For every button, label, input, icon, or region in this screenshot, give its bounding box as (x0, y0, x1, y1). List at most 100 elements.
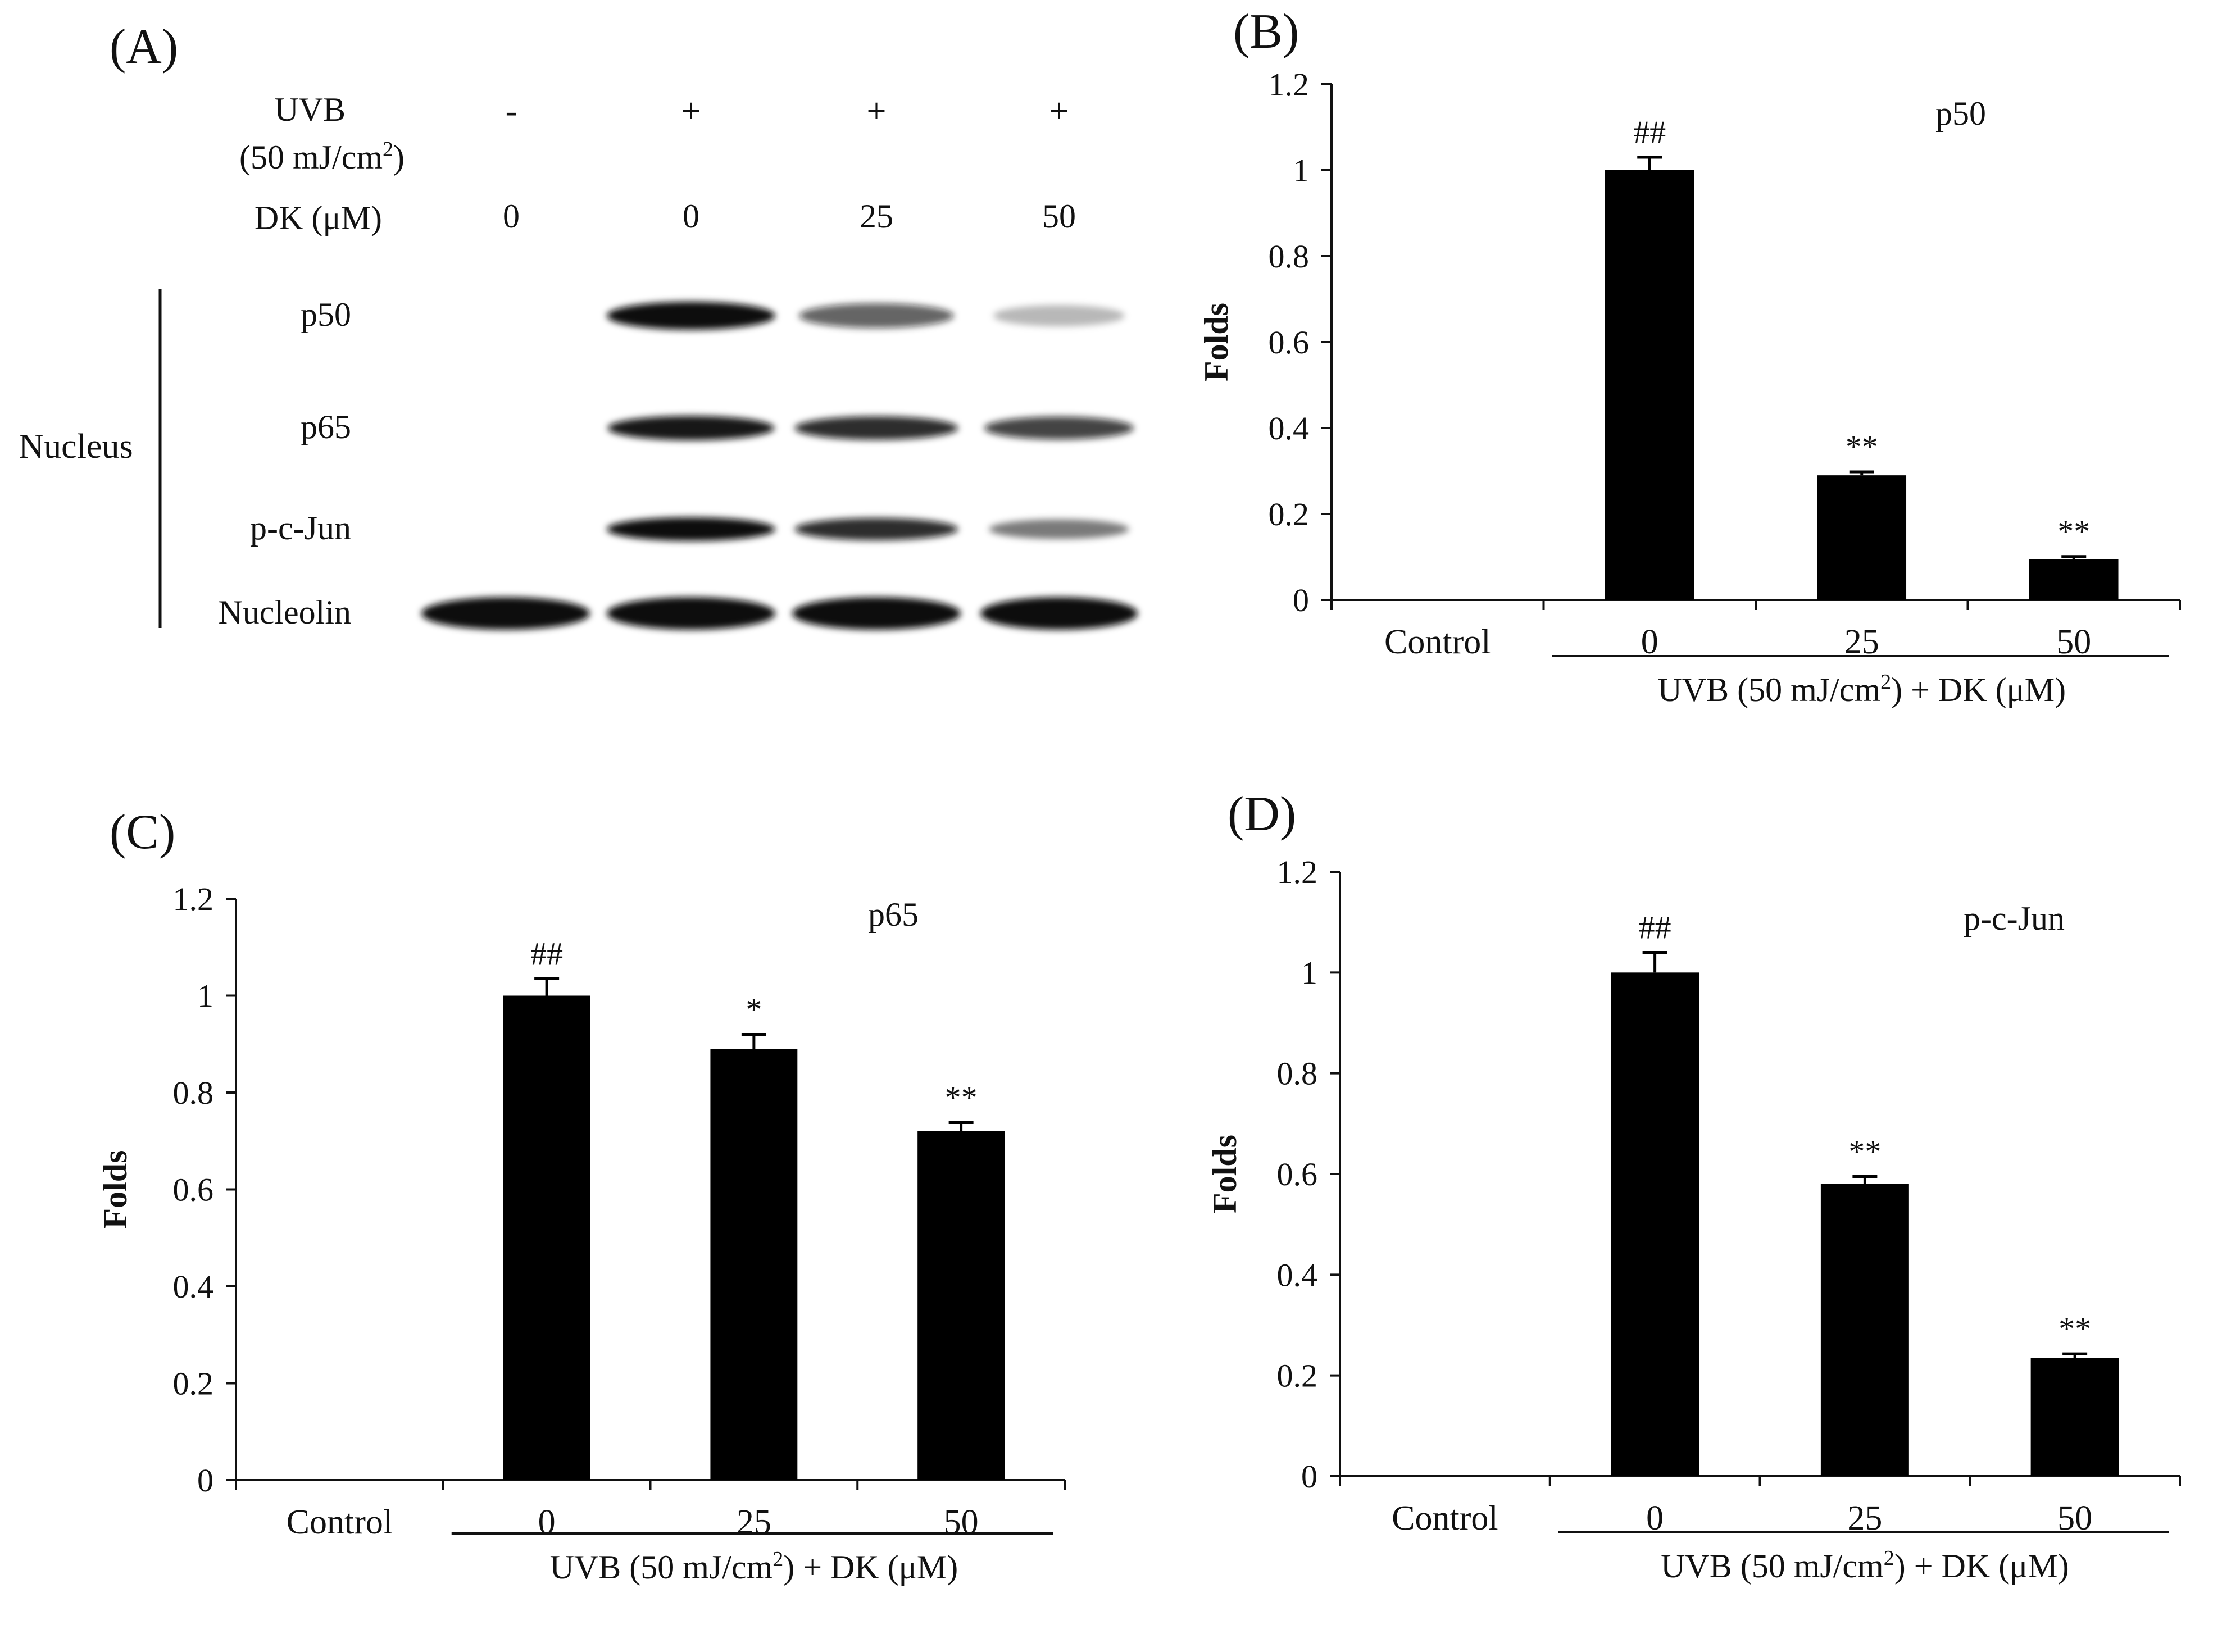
y-tick-label: 0 (1293, 582, 1309, 618)
significance-marker: ## (530, 935, 563, 972)
blot-band (794, 416, 958, 440)
bar-50 (2029, 559, 2119, 600)
bar-25 (1820, 1184, 1909, 1476)
y-tick-label: 0.4 (173, 1268, 214, 1305)
panel-label-C: (C) (110, 805, 175, 859)
y-tick-label: 1.2 (1269, 66, 1310, 103)
blot-band (993, 305, 1125, 326)
x-category-label: 0 (1646, 1499, 1664, 1537)
dk-value: 0 (503, 198, 520, 235)
significance-marker: ## (1639, 909, 1671, 945)
y-tick-label: 1 (197, 978, 213, 1014)
y-tick-label: 0.8 (173, 1075, 214, 1111)
chart-title-B: p50 (1935, 95, 1986, 132)
y-tick-label: 0.8 (1269, 238, 1310, 275)
y-axis-label-C: Folds (97, 1150, 134, 1228)
significance-marker: ## (1633, 114, 1666, 151)
x-category-label: 25 (737, 1503, 771, 1541)
panel-label-B: (B) (1233, 4, 1299, 59)
dk-row-label: DK (μM) (255, 199, 382, 236)
panel-b-chart: (B) p50 Folds 0 0.2 0.4 0.6 0.8 1 1.2 Control ## 0 **… (1198, 4, 2181, 708)
y-tick-label: 0.8 (1277, 1055, 1318, 1092)
x-category-label: 50 (2057, 1499, 2092, 1537)
band-label-2: p-c-Jun (250, 509, 351, 547)
blot-band (607, 302, 775, 330)
band-label-0: p50 (301, 296, 351, 333)
y-tick-label: 0.4 (1269, 410, 1310, 447)
group-label: UVB (50 mJ/cm2) + DK (μM) (1657, 670, 2066, 708)
y-tick-label: 0.4 (1277, 1257, 1318, 1293)
y-axis-label-B: Folds (1198, 303, 1235, 381)
group-label: UVB (50 mJ/cm2) + DK (μM) (1661, 1546, 2069, 1585)
uvb-values-row: - + + + (506, 92, 1069, 130)
y-tick-label: 0.2 (173, 1366, 214, 1402)
y-tick-label: 0.6 (173, 1172, 214, 1208)
x-category-label: Control (287, 1503, 393, 1541)
dk-value: 0 (683, 198, 699, 235)
panel-a-western-blot: (A) UVB (50 mJ/cm2) DK (μM) - + + + 0 0 25 50 … (19, 20, 1138, 631)
y-tick-label: 0.2 (1277, 1358, 1318, 1394)
band-labels: p50 p65 p-c-Jun Nucleolin (218, 296, 351, 631)
x-category-label: 0 (538, 1503, 556, 1541)
x-category-label: 25 (1844, 623, 1879, 661)
uvb-value: - (506, 92, 517, 130)
y-tick-label: 0.6 (1269, 324, 1310, 361)
blot-band (989, 519, 1129, 539)
nucleus-label: Nucleus (19, 427, 133, 466)
blot-band (607, 517, 775, 541)
significance-marker: ** (1848, 1133, 1881, 1169)
bar-25 (1817, 475, 1907, 600)
bar-0 (1605, 170, 1694, 600)
panel-a-label: (A) (110, 20, 178, 74)
chart-title-C: p65 (868, 896, 919, 933)
uvb-value: + (1049, 92, 1069, 130)
significance-marker: ** (2059, 1310, 2091, 1347)
blot-band (980, 597, 1138, 630)
y-axis-label-D: Folds (1206, 1135, 1243, 1213)
blot-band (799, 303, 954, 328)
y-tick-label: 0.2 (1269, 496, 1310, 533)
bar-0 (1611, 972, 1699, 1476)
blot-band (607, 597, 775, 630)
band-label-1: p65 (301, 408, 351, 445)
x-category-label: 50 (2056, 623, 2091, 661)
significance-marker: * (746, 991, 762, 1028)
bar-50 (2030, 1358, 2119, 1476)
dk-values-row: 0 0 25 50 (503, 198, 1076, 235)
panel-d-chart: (D) p-c-Jun Folds 0 0.2 0.4 0.6 0.8 1 1.2 Control #… (1206, 787, 2181, 1585)
x-category-label: 25 (1847, 1499, 1882, 1537)
y-tick-label: 0.6 (1277, 1156, 1318, 1193)
y-tick-label: 1.2 (1277, 854, 1318, 890)
band-label-3: Nucleolin (218, 594, 351, 631)
uvb-value: + (867, 92, 887, 130)
significance-marker: ** (1846, 429, 1878, 465)
y-tick-label: 0 (197, 1462, 213, 1499)
x-category-label: 50 (944, 1503, 979, 1541)
uvb-row-label: UVB (274, 91, 346, 128)
uvb-value: + (681, 92, 701, 130)
blot-band (794, 517, 958, 541)
significance-marker: ** (2057, 513, 2090, 550)
blot-band (984, 416, 1134, 440)
bar-25 (710, 1049, 798, 1480)
blot-band (792, 597, 961, 630)
significance-marker: ** (945, 1079, 978, 1116)
bar-50 (917, 1131, 1005, 1480)
dk-value: 50 (1042, 198, 1076, 235)
blot-band (607, 416, 775, 440)
group-label: UVB (50 mJ/cm2) + DK (μM) (550, 1548, 958, 1586)
y-tick-label: 0 (1301, 1458, 1317, 1495)
x-category-label: Control (1384, 623, 1491, 661)
chart-title-D: p-c-Jun (1964, 900, 2065, 937)
y-tick-label: 1 (1293, 152, 1309, 189)
panel-label-D: (D) (1228, 787, 1296, 841)
bar-0 (503, 995, 590, 1480)
uvb-dose-label: (50 mJ/cm2) (239, 138, 405, 176)
x-category-label: Control (1392, 1499, 1498, 1537)
x-category-label: 0 (1641, 623, 1658, 661)
dk-value: 25 (860, 198, 893, 235)
y-tick-label: 1.2 (173, 881, 214, 917)
blot-band (421, 597, 590, 630)
y-tick-label: 1 (1301, 954, 1317, 991)
